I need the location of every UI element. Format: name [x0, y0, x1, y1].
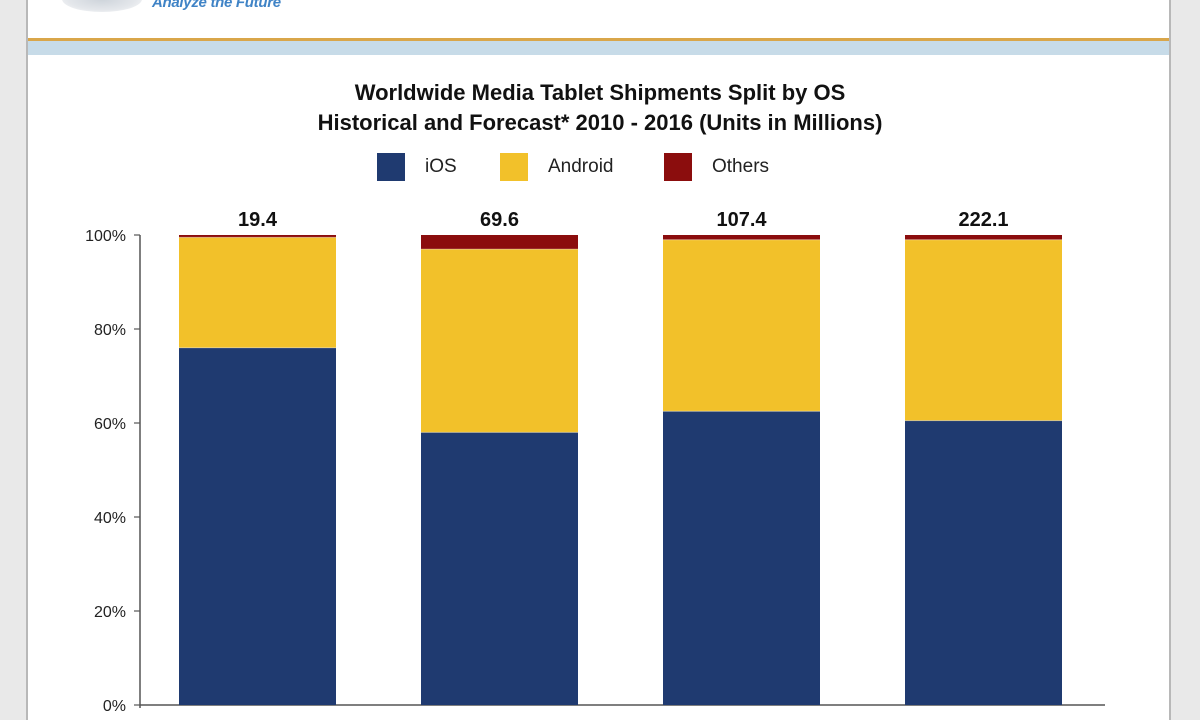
bar-ios-3: [905, 420, 1062, 705]
legend-swatch-others: [664, 153, 692, 181]
y-tick-label: 0%: [103, 698, 126, 715]
bar-total-label: 107.4: [716, 209, 767, 231]
legend-item-others: Others: [664, 152, 769, 182]
company-tagline: Analyze the Future: [152, 0, 281, 11]
legend-item-android: Android: [500, 152, 614, 182]
chart-legend: iOS Android Others: [0, 152, 1200, 182]
bar-android-2: [663, 239, 820, 412]
chart-title: Worldwide Media Tablet Shipments Split b…: [354, 80, 846, 105]
bar-ios-0: [179, 347, 336, 705]
bar-android-1: [421, 249, 578, 433]
legend-label-android: Android: [548, 156, 614, 177]
bar-total-label: 19.4: [238, 209, 278, 231]
report-header: Analyze the Future: [28, 0, 1169, 38]
bar-others-1: [421, 235, 578, 250]
bar-total-label: 69.6: [480, 209, 519, 231]
y-tick-label: 80%: [94, 322, 126, 339]
header-divider: [28, 38, 1169, 41]
bar-others-3: [905, 235, 1062, 240]
bar-total-label: 222.1: [958, 209, 1008, 231]
y-tick-label: 60%: [94, 416, 126, 433]
bar-android-3: [905, 239, 1062, 421]
company-logo: [62, 0, 142, 12]
bar-android-0: [179, 237, 336, 348]
chart-subtitle: Historical and Forecast* 2010 - 2016 (Un…: [317, 110, 883, 135]
bar-ios-1: [421, 432, 578, 705]
bar-others-0: [179, 235, 336, 238]
legend-label-ios: iOS: [425, 156, 457, 177]
y-tick-label: 100%: [85, 228, 126, 245]
y-tick-label: 40%: [94, 510, 126, 527]
y-tick-label: 20%: [94, 604, 126, 621]
legend-swatch-ios: [377, 153, 405, 181]
legend-item-ios: iOS: [377, 152, 457, 182]
bar-ios-2: [663, 411, 820, 705]
legend-swatch-android: [500, 153, 528, 181]
chart-title-block: Worldwide Media Tablet Shipments Split b…: [0, 78, 1200, 138]
header-band: [28, 41, 1169, 55]
bar-others-2: [663, 235, 820, 240]
legend-label-others: Others: [712, 156, 770, 177]
